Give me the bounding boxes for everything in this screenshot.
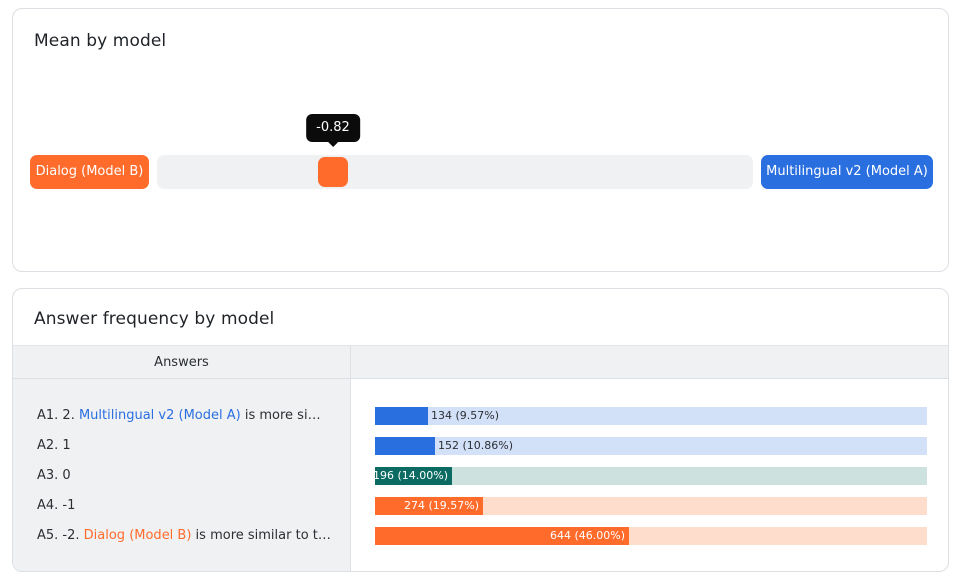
answer-label: A2. 1 [37, 431, 333, 461]
table-header: Answers [13, 345, 948, 379]
answers-column-header: Answers [13, 346, 351, 379]
mean-card-title: Mean by model [34, 31, 167, 51]
bar-track: 196 (14.00%) [372, 467, 927, 485]
answer-model-name: Dialog (Model B) [83, 528, 192, 543]
mean-slider-track: -0.82 [157, 114, 753, 189]
bar-track: 274 (19.57%) [375, 497, 927, 515]
bar-value-label: 134 (9.57%) [431, 409, 500, 422]
bar-value-label: 644 (46.00%) [549, 529, 625, 542]
answer-prefix: A3. 0 [37, 468, 71, 483]
mean-by-model-card: Mean by model Dialog (Model B) -0.82 Mul… [12, 8, 949, 272]
answer-frequency-card: Answer frequency by model Answers A1. 2.… [12, 288, 949, 572]
bar-fill [375, 437, 435, 455]
bar-track: 152 (10.86%) [375, 437, 927, 455]
answer-label: A3. 0 [37, 461, 333, 491]
bar-fill [375, 497, 483, 515]
bar-value-label: 152 (10.86%) [438, 439, 514, 452]
answer-suffix: is more simi... [240, 408, 333, 423]
bar-track: 134 (9.57%) [375, 407, 927, 425]
answer-label: A4. -1 [37, 491, 333, 521]
mean-slider-thumb[interactable] [318, 157, 348, 187]
mean-value-tooltip: -0.82 [306, 114, 360, 147]
model-a-pill: Multilingual v2 (Model A) [761, 155, 933, 189]
frequency-card-title: Answer frequency by model [34, 309, 275, 329]
answers-column [13, 345, 351, 571]
bar-value-label: 274 (19.57%) [403, 499, 479, 512]
frequency-row: A5. -2. Dialog (Model B) is more similar… [13, 521, 948, 551]
bar-fill [375, 527, 629, 545]
bar-fill [375, 407, 428, 425]
frequency-row: A3. 0 196 (14.00%) [13, 461, 948, 491]
answer-label: A5. -2. Dialog (Model B) is more similar… [37, 521, 333, 551]
frequency-row: A1. 2. Multilingual v2 (Model A) is more… [13, 401, 948, 431]
bar-fill [375, 467, 452, 485]
frequency-row: A4. -1 274 (19.57%) [13, 491, 948, 521]
answer-model-name: Multilingual v2 (Model A) [78, 408, 241, 423]
bar-track: 644 (46.00%) [375, 527, 927, 545]
answer-label: A1. 2. Multilingual v2 (Model A) is more… [37, 401, 333, 431]
frequency-row: A2. 1 152 (10.86%) [13, 431, 948, 461]
answer-suffix: is more similar to th... [191, 528, 333, 543]
answer-prefix: A4. -1 [37, 498, 76, 513]
answer-prefix: A5. -2. [37, 528, 84, 543]
model-b-pill: Dialog (Model B) [30, 155, 149, 189]
answer-prefix: A2. 1 [37, 438, 71, 453]
bar-value-label: 196 (14.00%) [372, 469, 448, 482]
answer-prefix: A1. 2. [37, 408, 79, 423]
